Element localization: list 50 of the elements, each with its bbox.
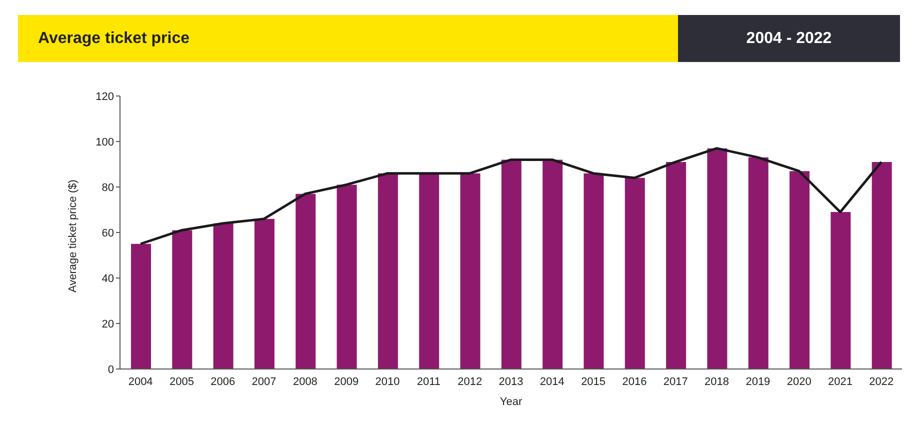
y-tick-label: 80 xyxy=(102,182,114,194)
bar xyxy=(378,173,398,369)
bar xyxy=(584,173,604,369)
bar xyxy=(131,244,151,369)
bar xyxy=(254,218,274,369)
x-tick-label: 2004 xyxy=(128,376,153,388)
x-tick-label: 2009 xyxy=(334,376,359,388)
bar xyxy=(748,157,768,369)
y-tick-label: 0 xyxy=(108,364,114,376)
bar xyxy=(213,223,234,369)
bar xyxy=(542,160,563,369)
bar xyxy=(872,162,892,369)
y-axis-title: Average ticket price ($) xyxy=(66,180,79,292)
bar xyxy=(460,173,480,369)
bar xyxy=(419,173,440,369)
bar xyxy=(790,171,810,369)
bar xyxy=(624,178,645,369)
chart-subtitle: 2004 - 2022 xyxy=(746,30,832,48)
line-series xyxy=(139,147,883,246)
x-tick-label: 2022 xyxy=(869,376,894,388)
x-tick-label: 2007 xyxy=(252,376,276,388)
x-tick-label: 2010 xyxy=(375,376,400,388)
bar xyxy=(830,212,851,369)
x-tick-label: 2014 xyxy=(540,376,564,388)
x-tick-label: 2021 xyxy=(828,376,853,388)
chart-title: Average ticket price xyxy=(38,30,190,48)
x-tick-label: 2020 xyxy=(786,376,812,388)
x-tick-label: 2016 xyxy=(622,376,647,388)
y-tick-label: 40 xyxy=(102,272,114,285)
x-tick-label: 2006 xyxy=(210,376,236,388)
y-tick-label: 60 xyxy=(102,227,114,240)
x-tick-label: 2013 xyxy=(498,376,524,388)
x-tick-label: 2018 xyxy=(704,376,730,388)
bar xyxy=(296,194,316,369)
y-tick-label: 120 xyxy=(96,90,114,103)
y-tick-label: 100 xyxy=(96,136,114,148)
x-axis-title: Year xyxy=(500,396,522,408)
y-tick-label: 20 xyxy=(102,318,114,330)
bar xyxy=(172,230,192,369)
x-tick-label: 2011 xyxy=(416,376,441,388)
bar xyxy=(336,184,357,369)
x-tick-label: 2008 xyxy=(292,376,318,388)
bar xyxy=(707,148,728,369)
x-tick-label: 2015 xyxy=(581,376,606,388)
x-tick-label: 2005 xyxy=(169,376,194,388)
bar xyxy=(501,160,522,369)
x-tick-label: 2017 xyxy=(663,376,688,388)
bar xyxy=(666,162,686,369)
x-tick-label: 2019 xyxy=(746,376,770,388)
x-tick-label: 2012 xyxy=(458,376,482,388)
